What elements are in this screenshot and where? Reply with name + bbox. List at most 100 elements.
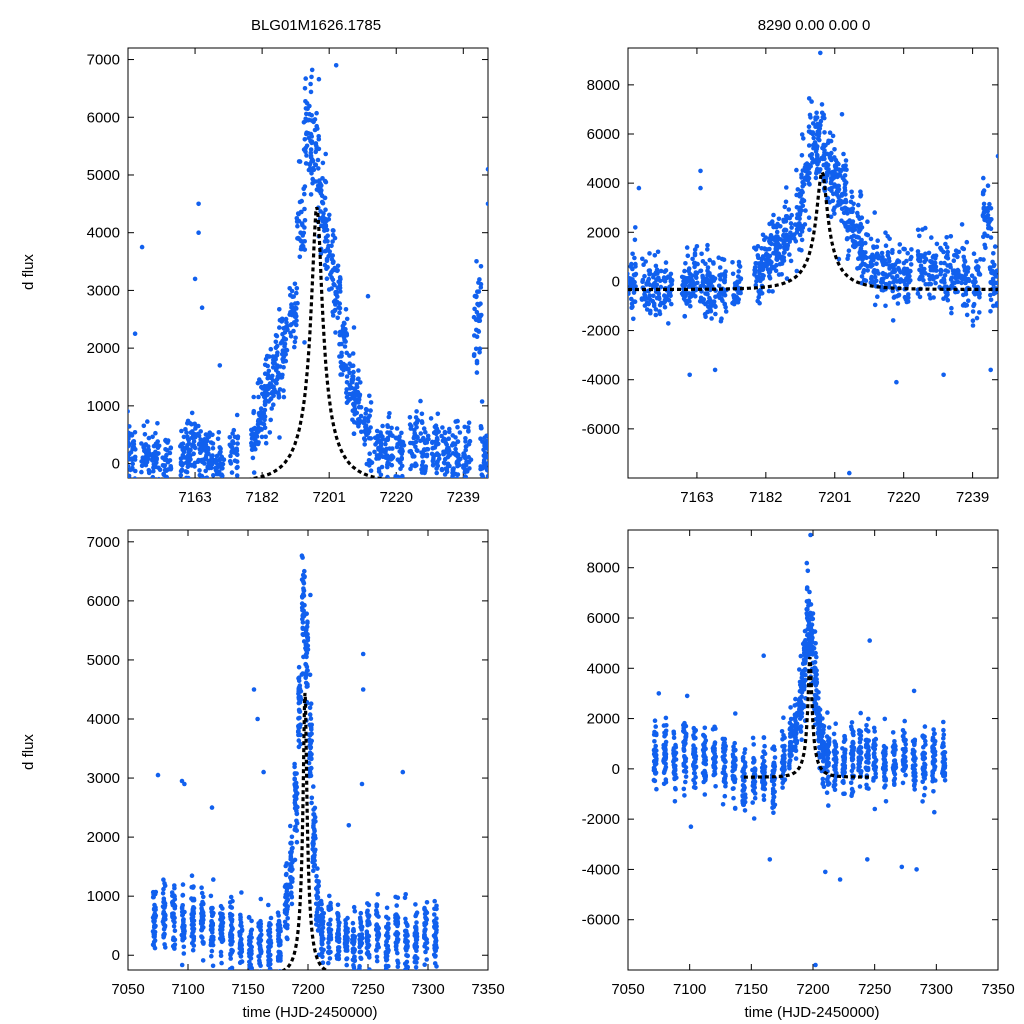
data-point	[780, 785, 785, 790]
data-point	[303, 161, 309, 166]
data-point	[292, 776, 298, 781]
data-point	[169, 890, 175, 895]
data-point	[708, 301, 714, 307]
data-point	[422, 911, 428, 917]
data-point	[945, 297, 951, 303]
data-point	[320, 919, 326, 924]
data-point	[303, 76, 309, 81]
data-point	[828, 214, 834, 220]
data-point	[468, 483, 473, 488]
data-point	[754, 261, 759, 266]
y-tick-label: 4000	[87, 225, 120, 242]
data-point	[467, 466, 472, 471]
data-point	[189, 410, 195, 416]
data-point	[178, 444, 183, 449]
data-point	[751, 816, 757, 821]
data-point	[918, 263, 924, 269]
data-point	[653, 743, 658, 749]
data-point	[219, 939, 225, 945]
data-point	[985, 213, 991, 218]
data-point	[374, 958, 380, 964]
data-point	[303, 647, 309, 653]
data-point	[271, 402, 276, 408]
data-point	[813, 149, 819, 154]
data-point	[432, 906, 437, 912]
data-point	[210, 441, 216, 446]
data-point	[335, 917, 341, 922]
data-point	[732, 806, 738, 811]
data-point	[456, 459, 461, 464]
data-point	[319, 942, 325, 947]
data-point	[181, 919, 186, 925]
data-point	[302, 218, 308, 223]
data-point	[809, 99, 814, 104]
data-point	[171, 943, 177, 949]
data-point	[292, 857, 298, 863]
data-point	[165, 459, 171, 465]
data-point	[374, 911, 379, 917]
data-point	[380, 423, 385, 429]
data-point	[309, 731, 314, 737]
data-point	[289, 304, 295, 310]
data-point	[723, 269, 728, 274]
data-point	[304, 684, 310, 689]
data-point	[772, 755, 778, 760]
data-point	[312, 833, 318, 838]
data-point	[915, 291, 921, 296]
data-point	[211, 934, 216, 940]
data-point	[145, 452, 150, 458]
data-point	[927, 292, 932, 298]
data-point	[187, 421, 193, 426]
outlier-point	[360, 687, 366, 692]
data-point	[335, 263, 341, 269]
data-point	[167, 450, 173, 456]
data-point	[292, 827, 298, 833]
data-point	[897, 249, 902, 255]
data-point	[389, 462, 395, 468]
data-point	[323, 222, 329, 228]
data-point	[722, 764, 728, 770]
data-point	[145, 484, 150, 489]
data-point	[191, 929, 196, 934]
data-point	[662, 304, 668, 310]
data-point	[783, 214, 789, 219]
data-point	[431, 445, 436, 451]
data-point	[189, 435, 195, 441]
data-point	[288, 322, 293, 328]
data-point	[682, 741, 688, 747]
data-point	[431, 933, 437, 939]
data-point	[200, 935, 205, 940]
data-point	[921, 254, 926, 259]
data-point	[368, 400, 374, 405]
data-point	[671, 735, 677, 740]
data-point	[872, 274, 878, 280]
data-point	[249, 918, 254, 924]
data-point	[196, 423, 201, 429]
data-point	[338, 372, 343, 377]
data-point	[929, 275, 935, 281]
data-point	[376, 469, 382, 474]
panel-title-right: 8290 0.00 0.00 0	[758, 17, 871, 34]
data-point	[251, 470, 257, 475]
data-point	[262, 399, 268, 404]
data-point	[476, 303, 482, 308]
data-point	[761, 735, 767, 740]
data-point	[203, 468, 208, 474]
data-point	[451, 466, 456, 471]
data-point	[288, 857, 294, 862]
data-point	[821, 162, 826, 168]
data-point	[841, 151, 846, 157]
data-point	[642, 293, 648, 298]
data-point	[332, 235, 338, 241]
data-point	[385, 916, 391, 921]
data-point	[185, 434, 190, 440]
data-point	[759, 256, 764, 262]
data-point	[320, 200, 326, 206]
data-point	[378, 430, 383, 435]
data-point	[926, 272, 932, 278]
data-point	[843, 224, 849, 229]
data-point	[799, 153, 805, 158]
data-point	[890, 288, 895, 294]
data-point	[163, 438, 168, 443]
data-point	[150, 434, 155, 440]
